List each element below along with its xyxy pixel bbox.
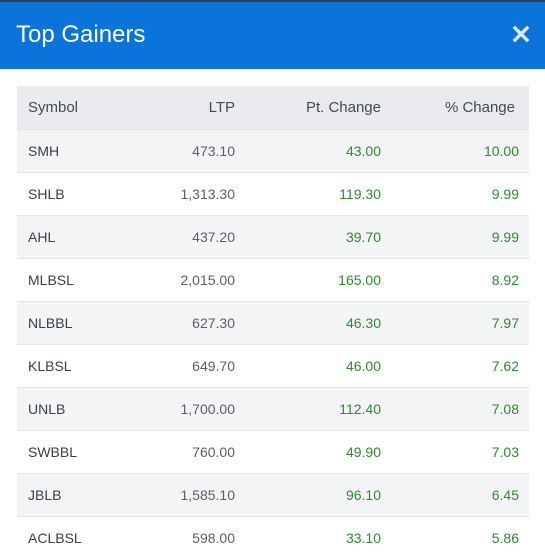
- table-row[interactable]: AHL 437.20 39.70 9.99: [17, 215, 529, 259]
- ltp-cell: 473.10: [192, 143, 235, 159]
- table-row[interactable]: SMH 473.10 43.00 10.00: [17, 129, 529, 173]
- column-header-pct-change[interactable]: % Change: [444, 99, 515, 116]
- symbol-cell[interactable]: AHL: [28, 229, 56, 245]
- ltp-cell: 598.00: [192, 530, 235, 547]
- symbol-cell[interactable]: SWBBL: [28, 444, 78, 460]
- pt-change-cell: 46.00: [345, 358, 381, 374]
- pct-change-cell: 8.92: [491, 272, 519, 288]
- table-row[interactable]: ACLBSL 598.00 33.10 5.86: [17, 516, 529, 552]
- close-button[interactable]: [511, 24, 531, 44]
- pt-change-cell: 165.00: [338, 272, 381, 288]
- gainers-table: Symbol LTP Pt. Change % Change SMH 473.10…: [17, 86, 529, 552]
- pct-change-cell: 7.97: [491, 315, 519, 331]
- modal-header: Top Gainers: [0, 0, 545, 69]
- symbol-cell[interactable]: MLBSL: [28, 272, 74, 288]
- table-row[interactable]: KLBSL 649.70 46.00 7.62: [17, 344, 529, 388]
- pt-change-cell: 33.10: [345, 530, 381, 547]
- symbol-cell[interactable]: NLBBL: [28, 315, 73, 331]
- ltp-cell: 437.20: [192, 229, 235, 245]
- pt-change-cell: 46.30: [345, 315, 381, 331]
- table-row[interactable]: SHLB 1,313.30 119.30 9.99: [17, 172, 529, 216]
- pt-change-cell: 49.90: [345, 444, 381, 460]
- pct-change-cell: 7.08: [491, 401, 519, 417]
- pct-change-cell: 9.99: [491, 186, 519, 202]
- symbol-cell[interactable]: KLBSL: [28, 358, 72, 374]
- symbol-cell[interactable]: JBLB: [28, 487, 62, 503]
- pct-change-cell: 7.03: [491, 444, 519, 460]
- ltp-cell: 1,700.00: [180, 401, 236, 417]
- pt-change-cell: 96.10: [345, 487, 381, 503]
- column-header-pt-change[interactable]: Pt. Change: [305, 99, 381, 116]
- column-header-ltp[interactable]: LTP: [208, 99, 235, 116]
- pt-change-cell: 43.00: [345, 143, 381, 159]
- table-row[interactable]: UNLB 1,700.00 112.40 7.08: [17, 387, 529, 431]
- modal-title: Top Gainers: [16, 21, 146, 48]
- pct-change-cell: 6.45: [491, 487, 519, 503]
- symbol-cell[interactable]: SMH: [28, 143, 60, 159]
- gainers-table-container: Symbol LTP Pt. Change % Change SMH 473.10…: [17, 86, 529, 552]
- pt-change-cell: 112.40: [339, 401, 381, 417]
- pct-change-cell: 5.86: [491, 530, 519, 547]
- ltp-cell: 1,585.10: [180, 487, 236, 503]
- table-row[interactable]: SWBBL 760.00 49.90 7.03: [17, 430, 529, 474]
- pct-change-cell: 10.00: [483, 143, 519, 159]
- ltp-cell: 627.30: [192, 315, 235, 331]
- symbol-cell[interactable]: ACLBSL: [28, 530, 82, 547]
- ltp-cell: 649.70: [192, 358, 235, 374]
- table-row[interactable]: MLBSL 2,015.00 165.00 8.92: [17, 258, 529, 302]
- symbol-cell[interactable]: SHLB: [28, 186, 65, 202]
- pt-change-cell: 39.70: [345, 229, 381, 245]
- column-header-symbol[interactable]: Symbol: [28, 99, 79, 116]
- table-row[interactable]: JBLB 1,585.10 96.10 6.45: [17, 473, 529, 517]
- table-row[interactable]: NLBBL 627.30 46.30 7.97: [17, 301, 529, 345]
- pct-change-cell: 7.62: [491, 358, 519, 374]
- symbol-cell[interactable]: UNLB: [28, 401, 66, 417]
- close-icon: [512, 25, 530, 43]
- ltp-cell: 760.00: [192, 444, 235, 460]
- pct-change-cell: 9.99: [491, 229, 519, 245]
- table-header-row: Symbol LTP Pt. Change % Change: [17, 86, 529, 130]
- ltp-cell: 2,015.00: [180, 272, 236, 288]
- ltp-cell: 1,313.30: [180, 186, 236, 202]
- pt-change-cell: 119.30: [339, 186, 381, 202]
